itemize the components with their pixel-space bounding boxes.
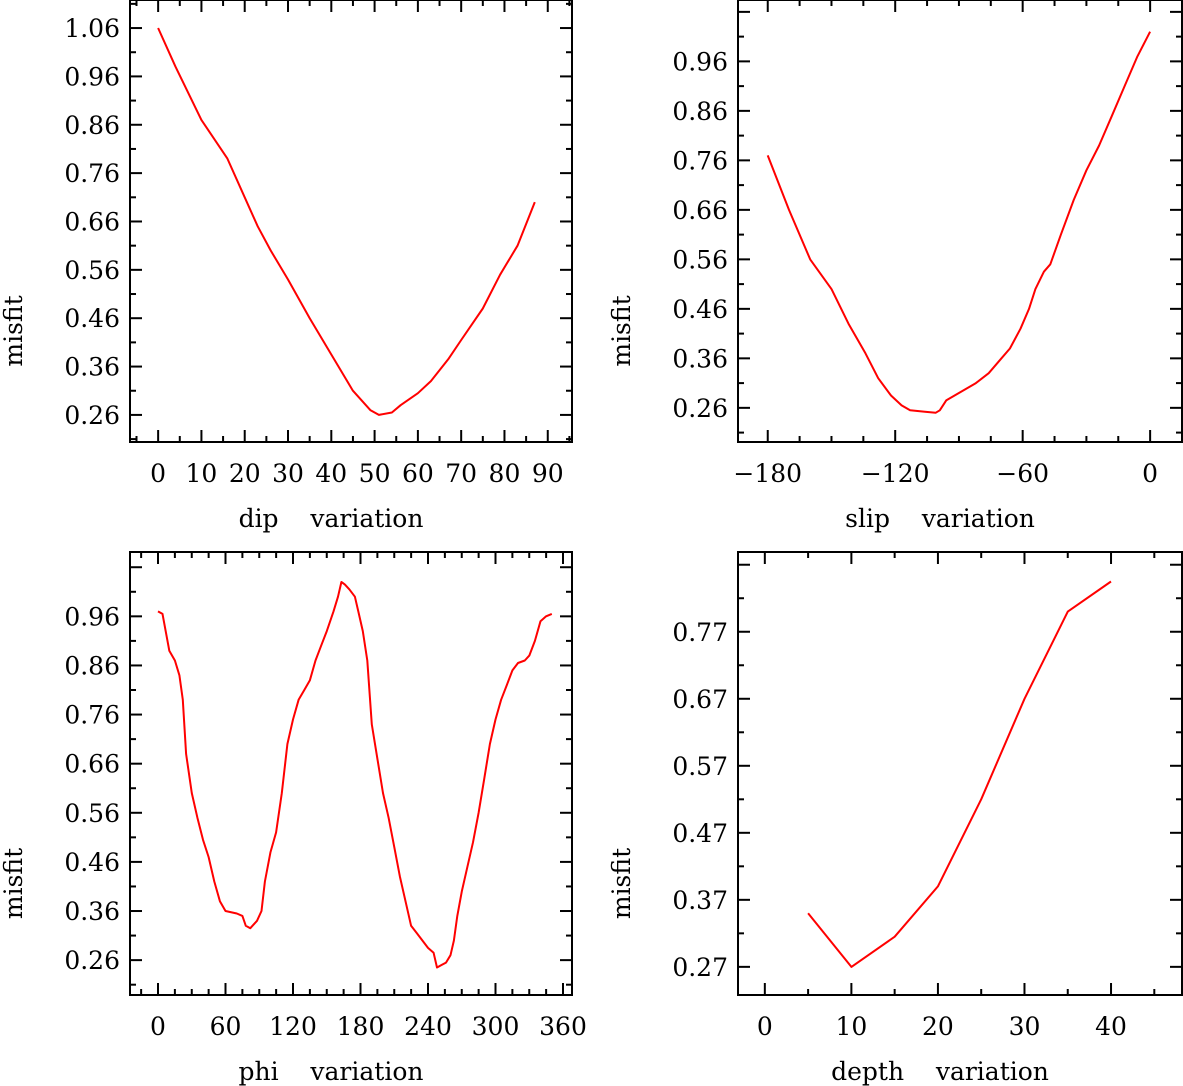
subplot-3: 0 60 120 180 240 300 360 0.96 0.86 0.76 0.66 0.56 0.… [0, 551, 587, 1086]
plot-frame [129, 0, 573, 443]
x-tick-label: 30 [1009, 1012, 1041, 1041]
y-tick-label: 0.86 [64, 651, 120, 680]
x-tick-label: 40 [315, 459, 347, 488]
y-axis-label: misfit [607, 848, 636, 919]
x-axis-label: dip variation [239, 504, 424, 533]
x-tick-label: 30 [272, 459, 304, 488]
x-tick-label: 20 [922, 1012, 954, 1041]
y-tick-label: 0.26 [64, 401, 120, 430]
subplot-4: 0 10 20 30 40 0.77 0.67 0.57 0.47 0.37 0.27 depth v… [607, 551, 1183, 1086]
x-tick-label: 20 [229, 459, 261, 488]
y-tick-label: 0.66 [672, 196, 728, 225]
y-tick-label: 0.66 [64, 750, 120, 779]
x-tick-label: 0 [150, 1012, 166, 1041]
subplot-2: −180 −120 −60 0 0.96 0.86 0.76 0.66 0.56 0.46 0.36… [607, 0, 1183, 533]
x-tick-label: 60 [210, 1012, 242, 1041]
x-tick-label: 360 [539, 1012, 587, 1041]
y-tick-label: 0.36 [64, 353, 120, 382]
y-tick-label: 0.86 [64, 111, 120, 140]
y-tick-label: 0.57 [672, 752, 728, 781]
x-tick-label: −120 [861, 459, 930, 488]
x-tick-label: 0 [150, 459, 166, 488]
y-tick-label: 1.06 [64, 14, 120, 43]
y-tick-label: 0.46 [64, 848, 120, 877]
y-tick-label: 0.56 [672, 245, 728, 274]
x-tick-label: 90 [532, 459, 564, 488]
y-tick-label: 0.37 [672, 886, 728, 915]
y-tick-label: 0.36 [672, 344, 728, 373]
x-tick-label: 60 [402, 459, 434, 488]
y-tick-label: 0.76 [672, 146, 728, 175]
y-tick-label: 0.56 [64, 256, 120, 285]
misfit-series-line [157, 27, 536, 416]
x-tick-label: 40 [1095, 1012, 1127, 1041]
misfit-series-line [807, 580, 1112, 968]
y-tick-label: 0.46 [672, 295, 728, 324]
y-tick-label: 0.86 [672, 97, 728, 126]
x-tick-label: 80 [489, 459, 521, 488]
plot-frame [129, 551, 573, 996]
y-tick-label: 0.26 [64, 946, 120, 975]
y-axis-label: misfit [607, 295, 636, 366]
x-tick-label: 240 [404, 1012, 452, 1041]
x-axis-label: slip variation [845, 504, 1035, 533]
x-tick-label: 0 [1142, 459, 1158, 488]
x-tick-label: 0 [757, 1012, 773, 1041]
plot-frame [737, 0, 1183, 443]
x-tick-label: 70 [445, 459, 477, 488]
y-tick-label: 0.47 [672, 819, 728, 848]
x-tick-label: −180 [733, 459, 802, 488]
x-tick-label: 300 [472, 1012, 520, 1041]
x-tick-label: 180 [337, 1012, 385, 1041]
x-tick-label: 10 [186, 459, 218, 488]
y-tick-label: 0.56 [64, 799, 120, 828]
misfit-series-line [157, 581, 553, 969]
x-tick-label: −60 [996, 459, 1049, 488]
x-tick-label: 120 [269, 1012, 317, 1041]
y-tick-label: 0.66 [64, 207, 120, 236]
y-axis-label: misfit [0, 295, 28, 366]
y-tick-label: 0.76 [64, 701, 120, 730]
y-tick-label: 0.67 [672, 685, 728, 714]
plot-frame [737, 551, 1183, 996]
x-tick-label: 50 [359, 459, 391, 488]
x-axis-label: depth variation [831, 1057, 1049, 1086]
y-tick-label: 0.27 [672, 953, 728, 982]
x-tick-label: 10 [835, 1012, 867, 1041]
y-tick-label: 0.96 [64, 62, 120, 91]
y-tick-label: 0.46 [64, 304, 120, 333]
misfit-series-line [766, 31, 1151, 414]
y-tick-label: 0.96 [672, 47, 728, 76]
subplot-1: 0 10 20 30 40 50 60 70 80 90 1.06 0.96 0.86 0.76 0.66 0… [0, 0, 573, 533]
y-tick-label: 0.77 [672, 618, 728, 647]
y-tick-label: 0.76 [64, 159, 120, 188]
y-tick-label: 0.36 [64, 897, 120, 926]
y-tick-label: 0.26 [672, 394, 728, 423]
y-axis-label: misfit [0, 848, 28, 919]
x-axis-label: phi variation [239, 1057, 424, 1086]
y-tick-label: 0.96 [64, 602, 120, 631]
